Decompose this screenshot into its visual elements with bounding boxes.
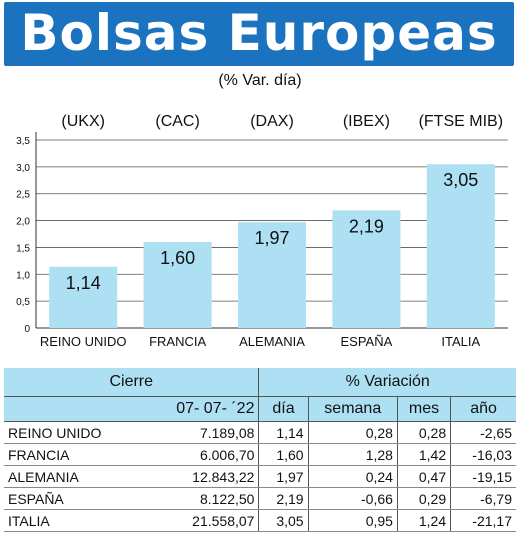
cell-close: 21.558,07	[141, 509, 260, 532]
table-row: ALEMANIA 12.843,22 1,97 0,24 0,47 -19,15	[4, 465, 516, 488]
cell-ano: -6,79	[450, 487, 516, 510]
cell-dia: 3,05	[258, 509, 309, 532]
header-empty	[4, 396, 142, 422]
bar	[143, 242, 212, 328]
table-body: REINO UNIDO 7.189,08 1,14 0,28 0,28 -2,65 FRAN…	[4, 421, 516, 532]
cell-mes: 1,42	[397, 443, 452, 466]
cell-name: ITALIA	[4, 509, 142, 532]
index-label: (DAX)	[250, 113, 294, 130]
cell-semana: 1,28	[308, 443, 398, 466]
cell-dia: 2,19	[258, 487, 309, 510]
cell-semana: 0,24	[308, 465, 398, 488]
cell-dia: 1,97	[258, 465, 309, 488]
header-variation: % Variación	[258, 368, 516, 397]
quotes-table: Cierre % Variación 07- 07- ´22 día seman…	[4, 368, 516, 532]
index-label: (IBEX)	[343, 113, 390, 130]
cell-close: 7.189,08	[141, 421, 260, 444]
cell-name: ALEMANIA	[4, 465, 142, 488]
chart-subtitle: (% Var. día)	[218, 72, 302, 89]
table-row: FRANCIA 6.006,70 1,60 1,28 1,42 -16,03	[4, 443, 516, 466]
cell-name: ESPAÑA	[4, 487, 142, 510]
x-category-label: ALEMANIA	[239, 334, 305, 349]
header-close: Cierre	[4, 368, 260, 397]
cell-semana: 0,95	[308, 509, 398, 532]
bar	[332, 210, 401, 328]
table-row: ITALIA 21.558,07 3,05 0,95 1,24 -21,17	[4, 509, 516, 532]
cell-mes: 1,24	[397, 509, 452, 532]
cell-close: 8.122,50	[141, 487, 260, 510]
cell-semana: -0,66	[308, 487, 398, 510]
cell-mes: 0,28	[397, 421, 452, 444]
y-tick-label: 2,0	[16, 217, 30, 228]
index-label: (FTSE MIB)	[419, 113, 503, 130]
page-title: Bolsas Europeas	[20, 4, 498, 62]
cell-mes: 0,47	[397, 465, 452, 488]
bar-value-label: 3,05	[443, 170, 478, 190]
header-mes: mes	[397, 396, 452, 422]
cell-ano: -16,03	[450, 443, 516, 466]
cell-ano: -2,65	[450, 421, 516, 444]
bar	[238, 222, 306, 328]
x-category-label: REINO UNIDO	[40, 334, 127, 349]
y-tick-label: 1,0	[16, 270, 30, 281]
cell-dia: 1,60	[258, 443, 309, 466]
header-dia: día	[258, 396, 309, 422]
cell-mes: 0,29	[397, 487, 452, 510]
title-banner: Bolsas Europeas	[4, 2, 514, 66]
y-tick-label: 0	[24, 324, 30, 335]
cell-ano: -19,15	[450, 465, 516, 488]
x-category-label: ESPAÑA	[341, 334, 393, 349]
bar	[426, 164, 495, 328]
bar	[49, 266, 118, 328]
index-label: (UKX)	[61, 113, 105, 130]
cell-semana: 0,28	[308, 421, 398, 444]
table-row: ESPAÑA 8.122,50 2,19 -0,66 0,29 -6,79	[4, 487, 516, 510]
y-tick-label: 3,5	[16, 136, 30, 147]
cell-close: 6.006,70	[141, 443, 260, 466]
index-label: (CAC)	[155, 113, 199, 130]
header-semana: semana	[308, 396, 398, 422]
header-date: 07- 07- ´22	[141, 396, 260, 422]
bar-value-label: 1,14	[66, 273, 101, 293]
table-group-header-row: Cierre % Variación	[4, 368, 516, 397]
cell-ano: -21,17	[450, 509, 516, 532]
table-row: REINO UNIDO 7.189,08 1,14 0,28 0,28 -2,65	[4, 421, 516, 444]
cell-dia: 1,14	[258, 421, 309, 444]
cell-close: 12.843,22	[141, 465, 260, 488]
y-tick-label: 2,5	[16, 190, 30, 201]
y-tick-label: 1,5	[16, 243, 30, 254]
header-ano: año	[450, 396, 516, 422]
bar-chart: 0 0,5 1,0 1,5 2,0 2,5 3,0 3,5 1,14 REINO UNIDO (UK…	[16, 113, 508, 349]
bar-value-label: 1,60	[160, 248, 195, 268]
cell-name: FRANCIA	[4, 443, 142, 466]
table-column-header-row: 07- 07- ´22 día semana mes año	[4, 396, 516, 422]
bar-value-label: 2,19	[349, 216, 384, 236]
y-tick-label: 3,0	[16, 163, 30, 174]
x-category-label: ITALIA	[441, 334, 480, 349]
y-tick-label: 0,5	[16, 297, 30, 308]
x-category-label: FRANCIA	[149, 334, 206, 349]
cell-name: REINO UNIDO	[4, 421, 142, 444]
bar-value-label: 1,97	[254, 228, 289, 248]
